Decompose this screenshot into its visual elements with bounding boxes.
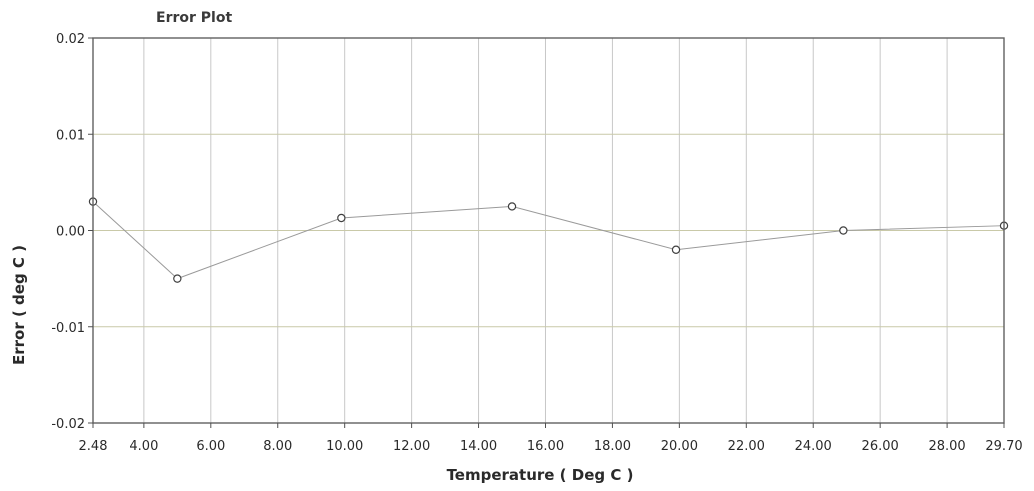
data-point [337,213,346,223]
x-tick-label: 26.00 [862,439,899,454]
series-layer [88,197,1009,283]
x-tick-label: 8.00 [263,439,292,454]
x-axis-label: Temperature ( Deg C ) [447,466,634,484]
x-tick-label: 6.00 [196,439,225,454]
x-tick-label: 4.00 [129,439,158,454]
x-axis-ticks: 2.48 4.00 6.00 8.00 10.00 12.00 14.00 16.00 18.0… [79,423,1023,454]
x-tick-label: 14.00 [460,439,497,454]
x-tick-label: 22.00 [728,439,765,454]
y-tick-label: 0.02 [56,32,85,47]
y-tick-label: 0.01 [56,128,85,143]
y-tick-label: -0.01 [51,321,85,336]
x-tick-label: 2.48 [79,439,108,454]
y-axis-ticks: 0.02 0.01 0.00 -0.01 -0.02 [51,32,93,432]
y-tick-label: 0.00 [56,225,85,240]
data-point [507,202,517,211]
y-tick-label: -0.02 [51,417,85,432]
x-tick-label: 10.00 [326,439,363,454]
x-tick-label: 24.00 [795,439,832,454]
grid [92,37,1005,424]
x-tick-label: 18.00 [594,439,631,454]
data-point [671,245,681,254]
series-line [92,201,1005,280]
y-axis-label: Error ( deg C ) [10,245,28,365]
data-point [173,274,182,283]
x-tick-label: 29.70 [985,439,1022,454]
data-point [839,226,848,235]
chart-title: Error Plot [156,10,232,26]
x-tick-label: 16.00 [527,439,564,454]
x-tick-label: 12.00 [393,439,430,454]
x-tick-label: 20.00 [661,439,698,454]
x-tick-label: 28.00 [928,439,965,454]
